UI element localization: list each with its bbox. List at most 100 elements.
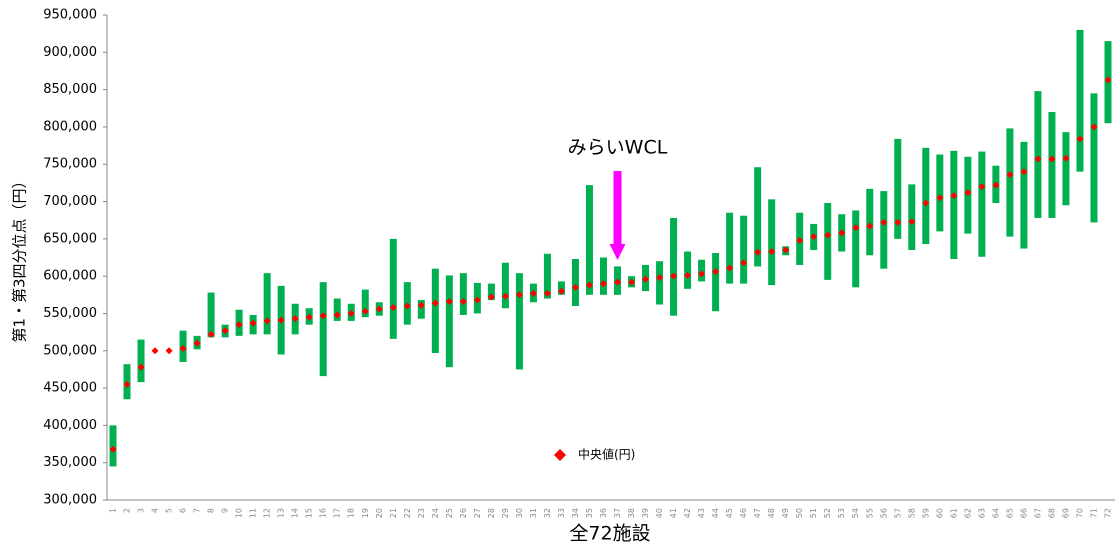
x-tick-label: 25 [445,508,454,518]
x-tick-label: 24 [431,508,440,518]
range-bar [824,203,832,280]
x-tick-label: 18 [347,508,356,518]
x-tick-label: 37 [613,508,622,518]
median-marker [585,281,593,289]
range-bar [908,184,916,251]
x-tick-label: 3 [137,508,146,513]
x-tick-label: 31 [529,508,538,518]
x-tick-label: 38 [627,508,636,518]
median-marker [459,298,467,306]
x-tick-label: 70 [1075,508,1084,518]
range-bar [361,289,369,318]
x-tick-label: 30 [515,508,524,518]
x-tick-label: 12 [263,508,272,518]
x-tick-label: 43 [697,508,706,518]
x-axis-label: 全72施設 [569,523,650,545]
median-marker [1034,155,1042,163]
x-tick-label: 13 [277,508,286,518]
y-tick-label: 500,000 [43,343,97,358]
x-tick-label: 23 [417,508,426,518]
median-marker [964,189,972,197]
x-tick-label: 52 [823,508,832,518]
range-bar [768,199,776,286]
median-marker [123,380,131,388]
annotation-arrow-head [609,244,626,260]
range-bar [880,191,888,269]
median-marker [277,316,285,324]
median-marker [726,264,734,272]
x-tick-label: 50 [795,508,804,518]
range-bar [684,251,692,289]
x-tick-label: 53 [837,508,846,518]
y-tick-label: 800,000 [43,119,97,134]
range-bar [1020,141,1028,249]
median-marker [950,192,958,200]
x-tick-label: 54 [851,508,860,518]
range-bar [1062,132,1070,206]
x-tick-label: 69 [1061,508,1070,518]
range-bar [852,210,860,288]
range-bar [207,292,215,338]
median-marker [698,270,706,278]
median-marker [824,231,832,239]
median-marker [670,272,678,280]
x-tick-label: 19 [361,508,370,518]
median-marker [151,347,159,355]
median-marker [908,218,916,226]
range-bar [501,262,509,309]
range-bar [656,261,664,305]
x-tick-label: 48 [767,508,776,518]
range-bar [922,147,930,245]
x-tick-label: 2 [123,508,132,513]
median-marker [431,299,439,307]
median-marker [740,259,748,267]
median-marker [375,305,383,313]
median-marker [501,292,509,300]
x-tick-label: 33 [557,508,566,518]
x-tick-label: 15 [305,508,314,518]
x-tick-label: 46 [739,508,748,518]
y-tick-label: 850,000 [43,82,97,97]
median-marker [389,303,397,311]
legend-marker [554,449,566,461]
y-tick-label: 550,000 [43,306,97,321]
x-tick-label: 28 [487,508,496,518]
median-marker [922,199,930,207]
x-tick-label: 14 [291,508,300,518]
x-tick-label: 8 [207,508,216,513]
range-bar [866,188,874,256]
median-marker [515,291,523,299]
median-marker [810,233,818,241]
x-tick-label: 64 [991,508,1000,518]
median-marker [768,248,776,256]
y-tick-label: 400,000 [43,418,97,433]
y-tick-label: 950,000 [43,8,97,23]
median-marker [684,271,692,279]
median-marker [656,274,664,282]
x-tick-label: 68 [1047,508,1056,518]
x-tick-label: 20 [375,508,384,518]
x-tick-label: 72 [1104,508,1113,518]
median-marker [361,307,369,315]
x-tick-label: 1 [109,508,118,513]
range-bar [1076,29,1084,172]
range-bar [754,167,762,267]
range-bar [459,273,467,315]
median-marker [291,315,299,323]
range-bar [137,339,145,383]
annotation: みらいWCL [568,137,668,159]
range-bar [978,151,986,257]
x-tick-label: 56 [879,508,888,518]
median-marker [1048,155,1056,163]
median-marker [333,311,341,319]
legend-label: 中央値(円) [578,447,635,462]
median-marker [754,248,762,256]
range-bar [1090,93,1098,223]
median-marker [179,345,187,353]
x-tick-label: 42 [683,508,692,518]
median-marker [445,298,453,306]
range-bar [263,273,271,335]
x-tick-label: 4 [151,508,160,513]
median-marker [1090,123,1098,131]
x-tick-label: 26 [459,508,468,518]
